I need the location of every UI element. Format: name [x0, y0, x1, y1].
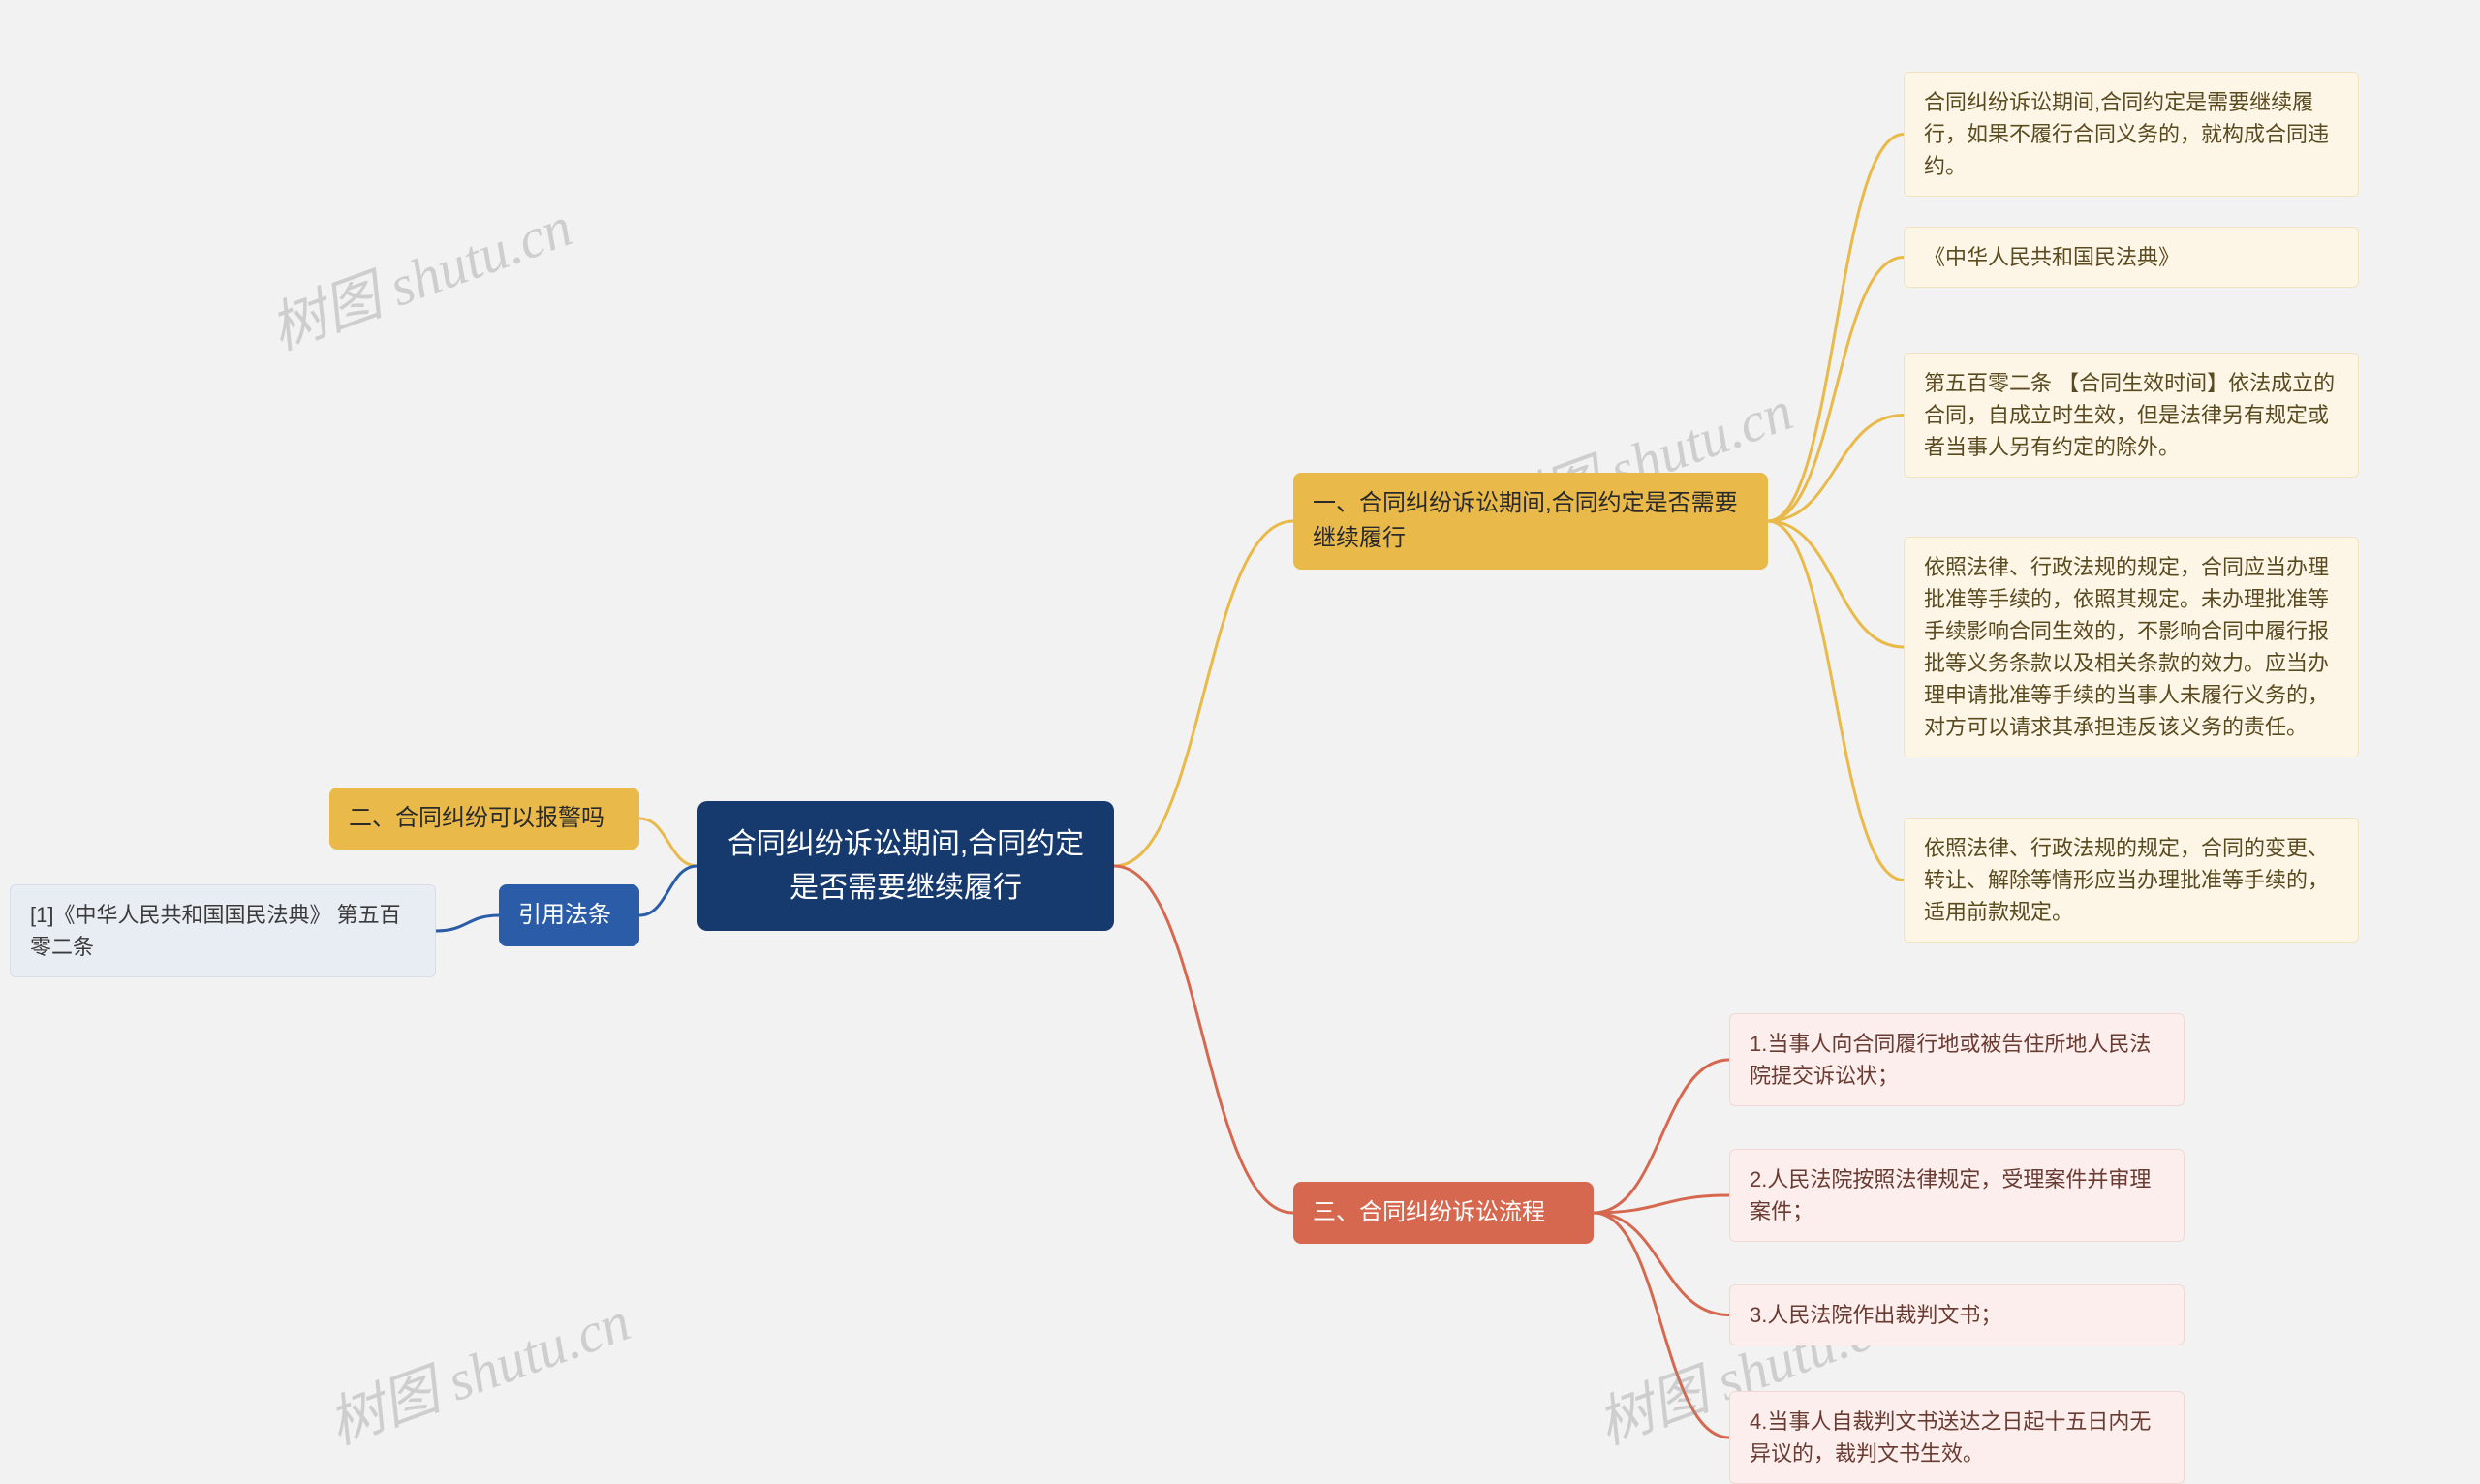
leaf-text: 《中华人民共和国民法典》 — [1924, 241, 2180, 273]
branch-section-1[interactable]: 一、合同纠纷诉讼期间,合同约定是否需要继续履行 — [1293, 473, 1768, 570]
leaf-text: 合同纠纷诉讼期间,合同约定是需要继续履行，如果不履行合同义务的，就构成合同违约。 — [1924, 86, 2339, 182]
leaf-node[interactable]: 3.人民法院作出裁判文书； — [1729, 1284, 2185, 1345]
leaf-text: 第五百零二条 【合同生效时间】依法成立的合同，自成立时生效，但是法律另有规定或者… — [1924, 367, 2339, 463]
leaf-text: 3.人民法院作出裁判文书； — [1750, 1299, 2001, 1331]
leaf-text: [1]《中华人民共和国国民法典》 第五百零二条 — [30, 899, 416, 963]
watermark: 树图 shutu.cn — [257, 181, 581, 365]
leaf-text: 依照法律、行政法规的规定，合同应当办理批准等手续的，依照其规定。未办理批准等手续… — [1924, 551, 2339, 743]
leaf-node[interactable]: 合同纠纷诉讼期间,合同约定是需要继续履行，如果不履行合同义务的，就构成合同违约。 — [1904, 72, 2359, 197]
leaf-text: 4.当事人自裁判文书送达之日起十五日内无异议的，裁判文书生效。 — [1750, 1406, 2164, 1469]
branch-label: 引用法条 — [518, 898, 611, 933]
leaf-node[interactable]: 1.当事人向合同履行地或被告住所地人民法院提交诉讼状； — [1729, 1013, 2185, 1106]
leaf-node[interactable]: 第五百零二条 【合同生效时间】依法成立的合同，自成立时生效，但是法律另有规定或者… — [1904, 353, 2359, 478]
leaf-text: 1.当事人向合同履行地或被告住所地人民法院提交诉讼状； — [1750, 1028, 2164, 1092]
branch-label: 二、合同纠纷可以报警吗 — [349, 801, 604, 836]
branch-label: 一、合同纠纷诉讼期间,合同约定是否需要继续履行 — [1313, 486, 1749, 556]
leaf-text: 依照法律、行政法规的规定，合同的变更、转让、解除等情形应当办理批准等手续的，适用… — [1924, 832, 2339, 928]
leaf-node[interactable]: 依照法律、行政法规的规定，合同的变更、转让、解除等情形应当办理批准等手续的，适用… — [1904, 818, 2359, 943]
watermark: 树图 shutu.cn — [315, 1276, 639, 1460]
leaf-text: 2.人民法院按照法律规定，受理案件并审理案件； — [1750, 1163, 2164, 1227]
root-label: 合同纠纷诉讼期间,合同约定是否需要继续履行 — [723, 822, 1089, 910]
leaf-node[interactable]: 2.人民法院按照法律规定，受理案件并审理案件； — [1729, 1149, 2185, 1242]
branch-section-3[interactable]: 三、合同纠纷诉讼流程 — [1293, 1182, 1594, 1244]
leaf-node[interactable]: 4.当事人自裁判文书送达之日起十五日内无异议的，裁判文书生效。 — [1729, 1391, 2185, 1484]
branch-section-2[interactable]: 二、合同纠纷可以报警吗 — [329, 788, 639, 850]
root-node[interactable]: 合同纠纷诉讼期间,合同约定是否需要继续履行 — [698, 801, 1114, 931]
leaf-node[interactable]: 依照法律、行政法规的规定，合同应当办理批准等手续的，依照其规定。未办理批准等手续… — [1904, 537, 2359, 757]
leaf-node[interactable]: 《中华人民共和国民法典》 — [1904, 227, 2359, 288]
branch-references[interactable]: 引用法条 — [499, 884, 639, 946]
branch-label: 三、合同纠纷诉讼流程 — [1313, 1195, 1545, 1230]
leaf-node[interactable]: [1]《中华人民共和国国民法典》 第五百零二条 — [10, 884, 436, 977]
